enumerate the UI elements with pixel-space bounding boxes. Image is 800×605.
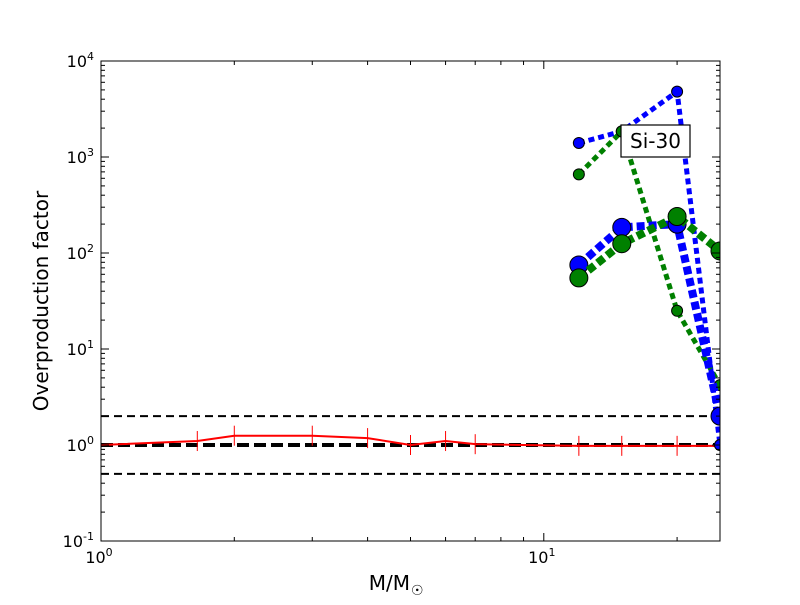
y-tick-label: 102 [67, 242, 94, 263]
x-axis-label-main: M/M [369, 571, 410, 595]
annotation-box [620, 124, 691, 158]
series-line [101, 434, 720, 447]
series-0 [101, 425, 720, 456]
series-marker [667, 206, 687, 226]
plot-area-background [101, 61, 720, 541]
x-tick-label: 101 [528, 546, 555, 567]
series-4 [569, 206, 720, 288]
y-axis-label: Overproduction factor [29, 190, 53, 411]
series-line [578, 87, 720, 446]
annotation-si30: Si-30 [620, 124, 691, 158]
y-tick-label: 104 [67, 50, 94, 71]
y-tick-label: 10-1 [63, 530, 94, 551]
series-line [577, 126, 720, 387]
series-marker [710, 241, 720, 261]
series-marker [612, 217, 632, 237]
series-marker [710, 406, 720, 426]
annotation-label: Si-30 [630, 129, 681, 153]
series-marker [572, 168, 585, 181]
y-tick-label: 103 [67, 146, 94, 167]
series-marker [671, 304, 684, 317]
series-layer [101, 85, 720, 456]
series-marker [572, 136, 585, 149]
y-tick-label: 100 [67, 434, 94, 455]
series-marker [612, 234, 632, 254]
series-line [576, 211, 720, 282]
series-marker [671, 85, 684, 98]
series-marker [569, 268, 589, 288]
x-axis-label-subscript: ☉ [411, 583, 424, 599]
x-tick-label: 100 [85, 546, 112, 567]
y-tick-label: 101 [67, 338, 94, 359]
x-axis-label: M/M ☉ [369, 571, 424, 599]
